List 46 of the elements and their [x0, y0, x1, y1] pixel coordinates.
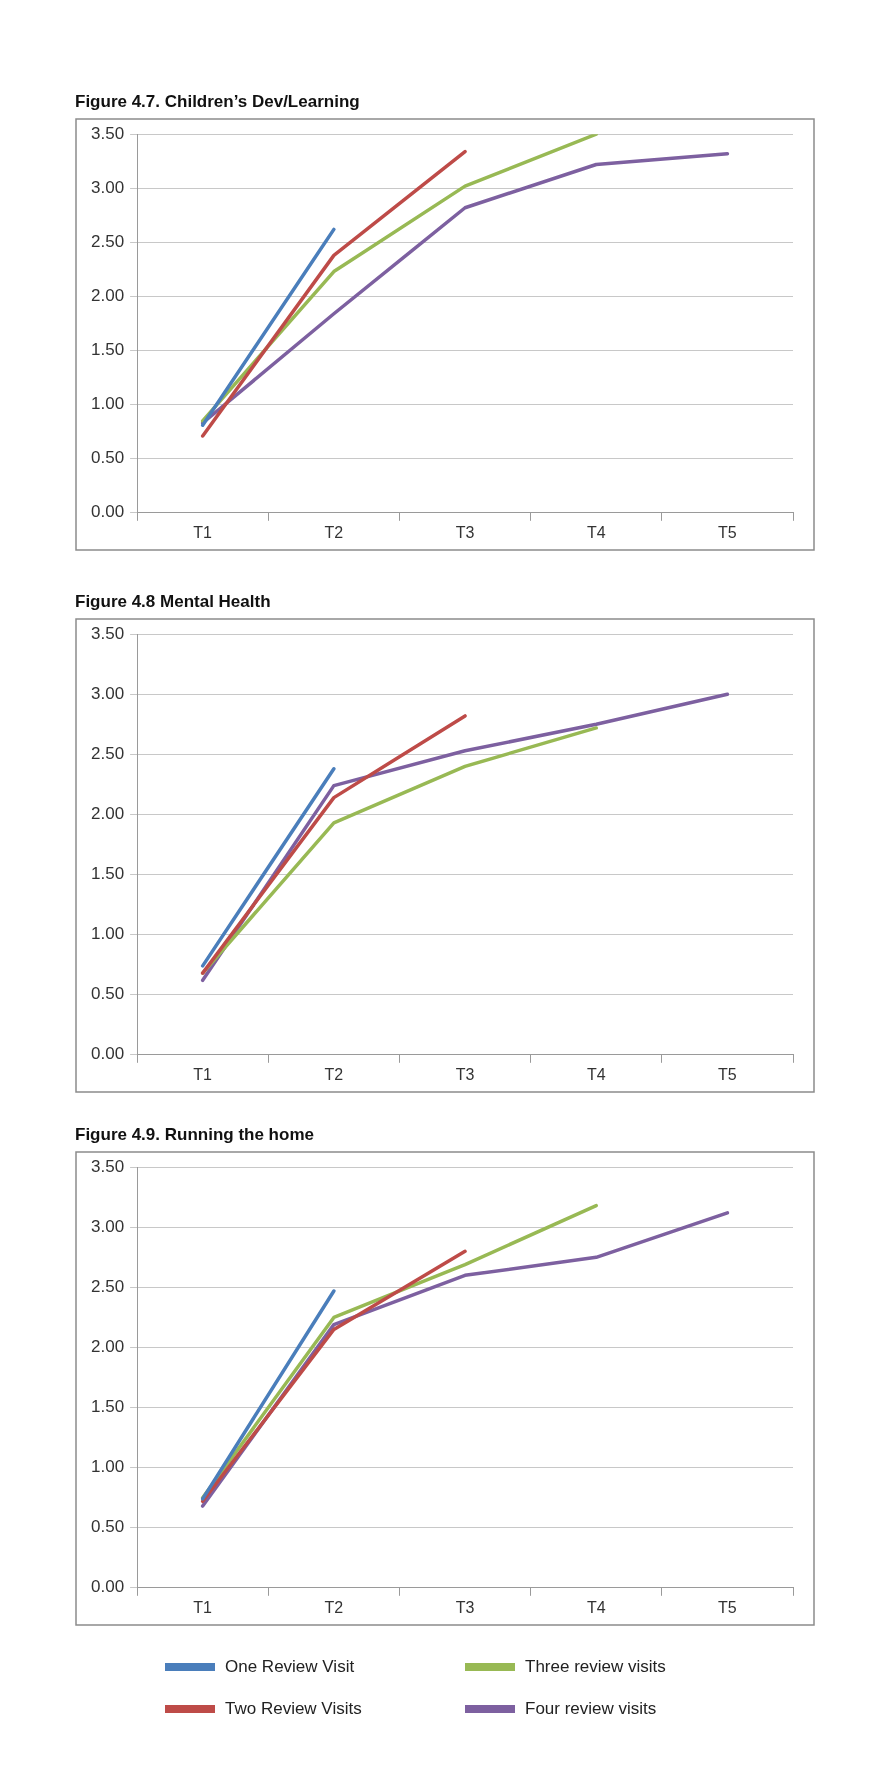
y-tick-label: 0.50 [90, 448, 125, 468]
y-tick-label: 3.50 [90, 1156, 125, 1176]
y-tick-label: 2.50 [90, 744, 125, 764]
y-tick-label: 1.50 [90, 340, 125, 360]
y-tick-label: 3.50 [90, 623, 125, 643]
x-tick-label: T2 [324, 523, 344, 541]
y-tick-label: 1.50 [90, 1397, 125, 1417]
x-tick-label: T3 [455, 1598, 475, 1616]
x-tick-label: T1 [193, 1598, 213, 1616]
y-tick-label: 3.00 [90, 1216, 125, 1236]
y-tick-label: 1.50 [90, 864, 125, 884]
y-tick-label: 0.00 [90, 1577, 125, 1597]
x-tick-label: T3 [455, 523, 475, 541]
x-tick-label: T5 [718, 523, 737, 541]
x-tick-label: T3 [455, 1065, 475, 1083]
y-tick-label: 1.00 [90, 1457, 125, 1477]
y-tick-label: 3.50 [90, 123, 125, 143]
y-tick-label: 2.00 [90, 1337, 125, 1357]
y-tick-label: 1.00 [90, 394, 125, 414]
chart-title: Figure 4.9. Running the home [75, 1125, 315, 1145]
y-tick-label: 0.50 [90, 1517, 125, 1537]
chart-title: Figure 4.8 Mental Health [75, 592, 272, 612]
y-tick-label: 2.00 [90, 286, 125, 306]
legend-label: Two Review Visits [225, 1699, 362, 1719]
x-tick-label: T1 [193, 523, 213, 541]
y-tick-label: 3.00 [90, 177, 125, 197]
y-tick-label: 0.50 [90, 984, 125, 1004]
legend-label: Three review visits [525, 1657, 666, 1677]
y-tick-label: 0.00 [90, 1044, 125, 1064]
x-tick-label: T5 [718, 1598, 737, 1616]
x-tick-label: T4 [586, 523, 606, 541]
chart-title: Figure 4.7. Children’s Dev/Learning [75, 92, 361, 112]
y-tick-label: 3.00 [90, 683, 125, 703]
x-tick-label: T1 [193, 1065, 213, 1083]
x-tick-label: T5 [718, 1065, 737, 1083]
y-tick-label: 0.00 [90, 502, 125, 522]
x-tick-label: T4 [586, 1065, 606, 1083]
legend-label: One Review Visit [225, 1657, 355, 1677]
y-tick-label: 2.50 [90, 232, 125, 252]
legend-label: Four review visits [525, 1699, 657, 1719]
y-tick-label: 2.50 [90, 1277, 125, 1297]
y-tick-label: 1.00 [90, 924, 125, 944]
x-tick-label: T2 [324, 1598, 344, 1616]
y-tick-label: 2.00 [90, 804, 125, 824]
x-tick-label: T4 [586, 1598, 606, 1616]
x-tick-label: T2 [324, 1065, 344, 1083]
